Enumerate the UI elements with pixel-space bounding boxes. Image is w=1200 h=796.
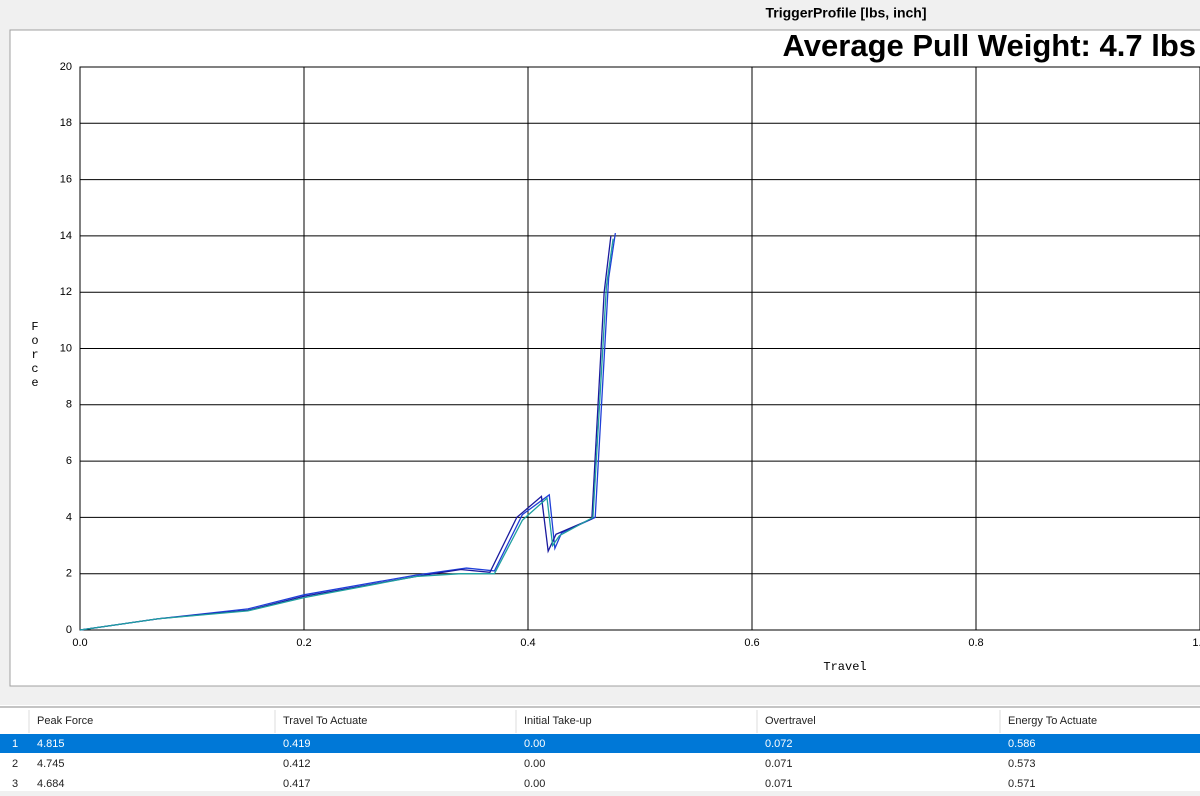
table-cell: 0.412 <box>283 758 311 770</box>
x-tick-label: 0.2 <box>296 637 311 649</box>
table-cell: 0.586 <box>1008 738 1036 750</box>
y-tick-label: 20 <box>60 61 72 73</box>
y-tick-label: 2 <box>66 568 72 580</box>
column-header[interactable]: Energy To Actuate <box>1008 715 1097 727</box>
data-line <box>79 238 614 631</box>
table-cell: 0.419 <box>283 738 311 750</box>
plot-border <box>79 66 1200 631</box>
y-tick-label: 0 <box>66 624 72 636</box>
column-header[interactable]: Overtravel <box>765 715 816 727</box>
table-cell: 3 <box>12 778 18 790</box>
y-tick-label: 18 <box>60 117 72 129</box>
x-tick-label: 0.4 <box>520 637 535 649</box>
x-axis-label: Travel <box>823 660 866 674</box>
y-tick-label: 8 <box>66 399 72 411</box>
table-cell: 4.745 <box>37 758 65 770</box>
table-cell: 1 <box>12 738 18 750</box>
annotation: Average Pull Weight: 4.7 lbs <box>783 28 1196 63</box>
x-tick-label: 1.0 <box>1192 637 1200 649</box>
column-header[interactable]: Initial Take-up <box>524 715 592 727</box>
y-tick-label: 14 <box>60 230 72 242</box>
table-cell: 0.571 <box>1008 778 1036 790</box>
table-cell: 0.071 <box>765 758 793 770</box>
y-tick-label: 16 <box>60 174 72 186</box>
chart-panel <box>9 29 1200 687</box>
x-tick-label: 0.0 <box>72 637 87 649</box>
y-tick-label: 12 <box>60 286 72 298</box>
x-tick-label: 0.8 <box>968 637 983 649</box>
x-tick-label: 0.6 <box>744 637 759 649</box>
y-tick-label: 10 <box>60 342 72 354</box>
table-cell: 4.684 <box>37 778 65 790</box>
y-axis-label: Force <box>28 320 42 390</box>
table-cell: 0.00 <box>524 758 545 770</box>
table-cell: 4.815 <box>37 738 65 750</box>
y-tick-label: 6 <box>66 455 72 467</box>
table-cell: 2 <box>12 758 18 770</box>
table-cell: 0.071 <box>765 778 793 790</box>
y-tick-label: 4 <box>66 511 72 523</box>
table-cell: 0.00 <box>524 738 545 750</box>
table-cell: 0.417 <box>283 778 311 790</box>
column-header[interactable]: Peak Force <box>37 715 93 727</box>
selected-row[interactable] <box>0 734 1200 753</box>
column-header[interactable]: Travel To Actuate <box>283 715 367 727</box>
table-cell: 0.072 <box>765 738 793 750</box>
table-cell: 0.573 <box>1008 758 1036 770</box>
chart-title: TriggerProfile [lbs, inch] <box>765 5 926 21</box>
table-cell: 0.00 <box>524 778 545 790</box>
